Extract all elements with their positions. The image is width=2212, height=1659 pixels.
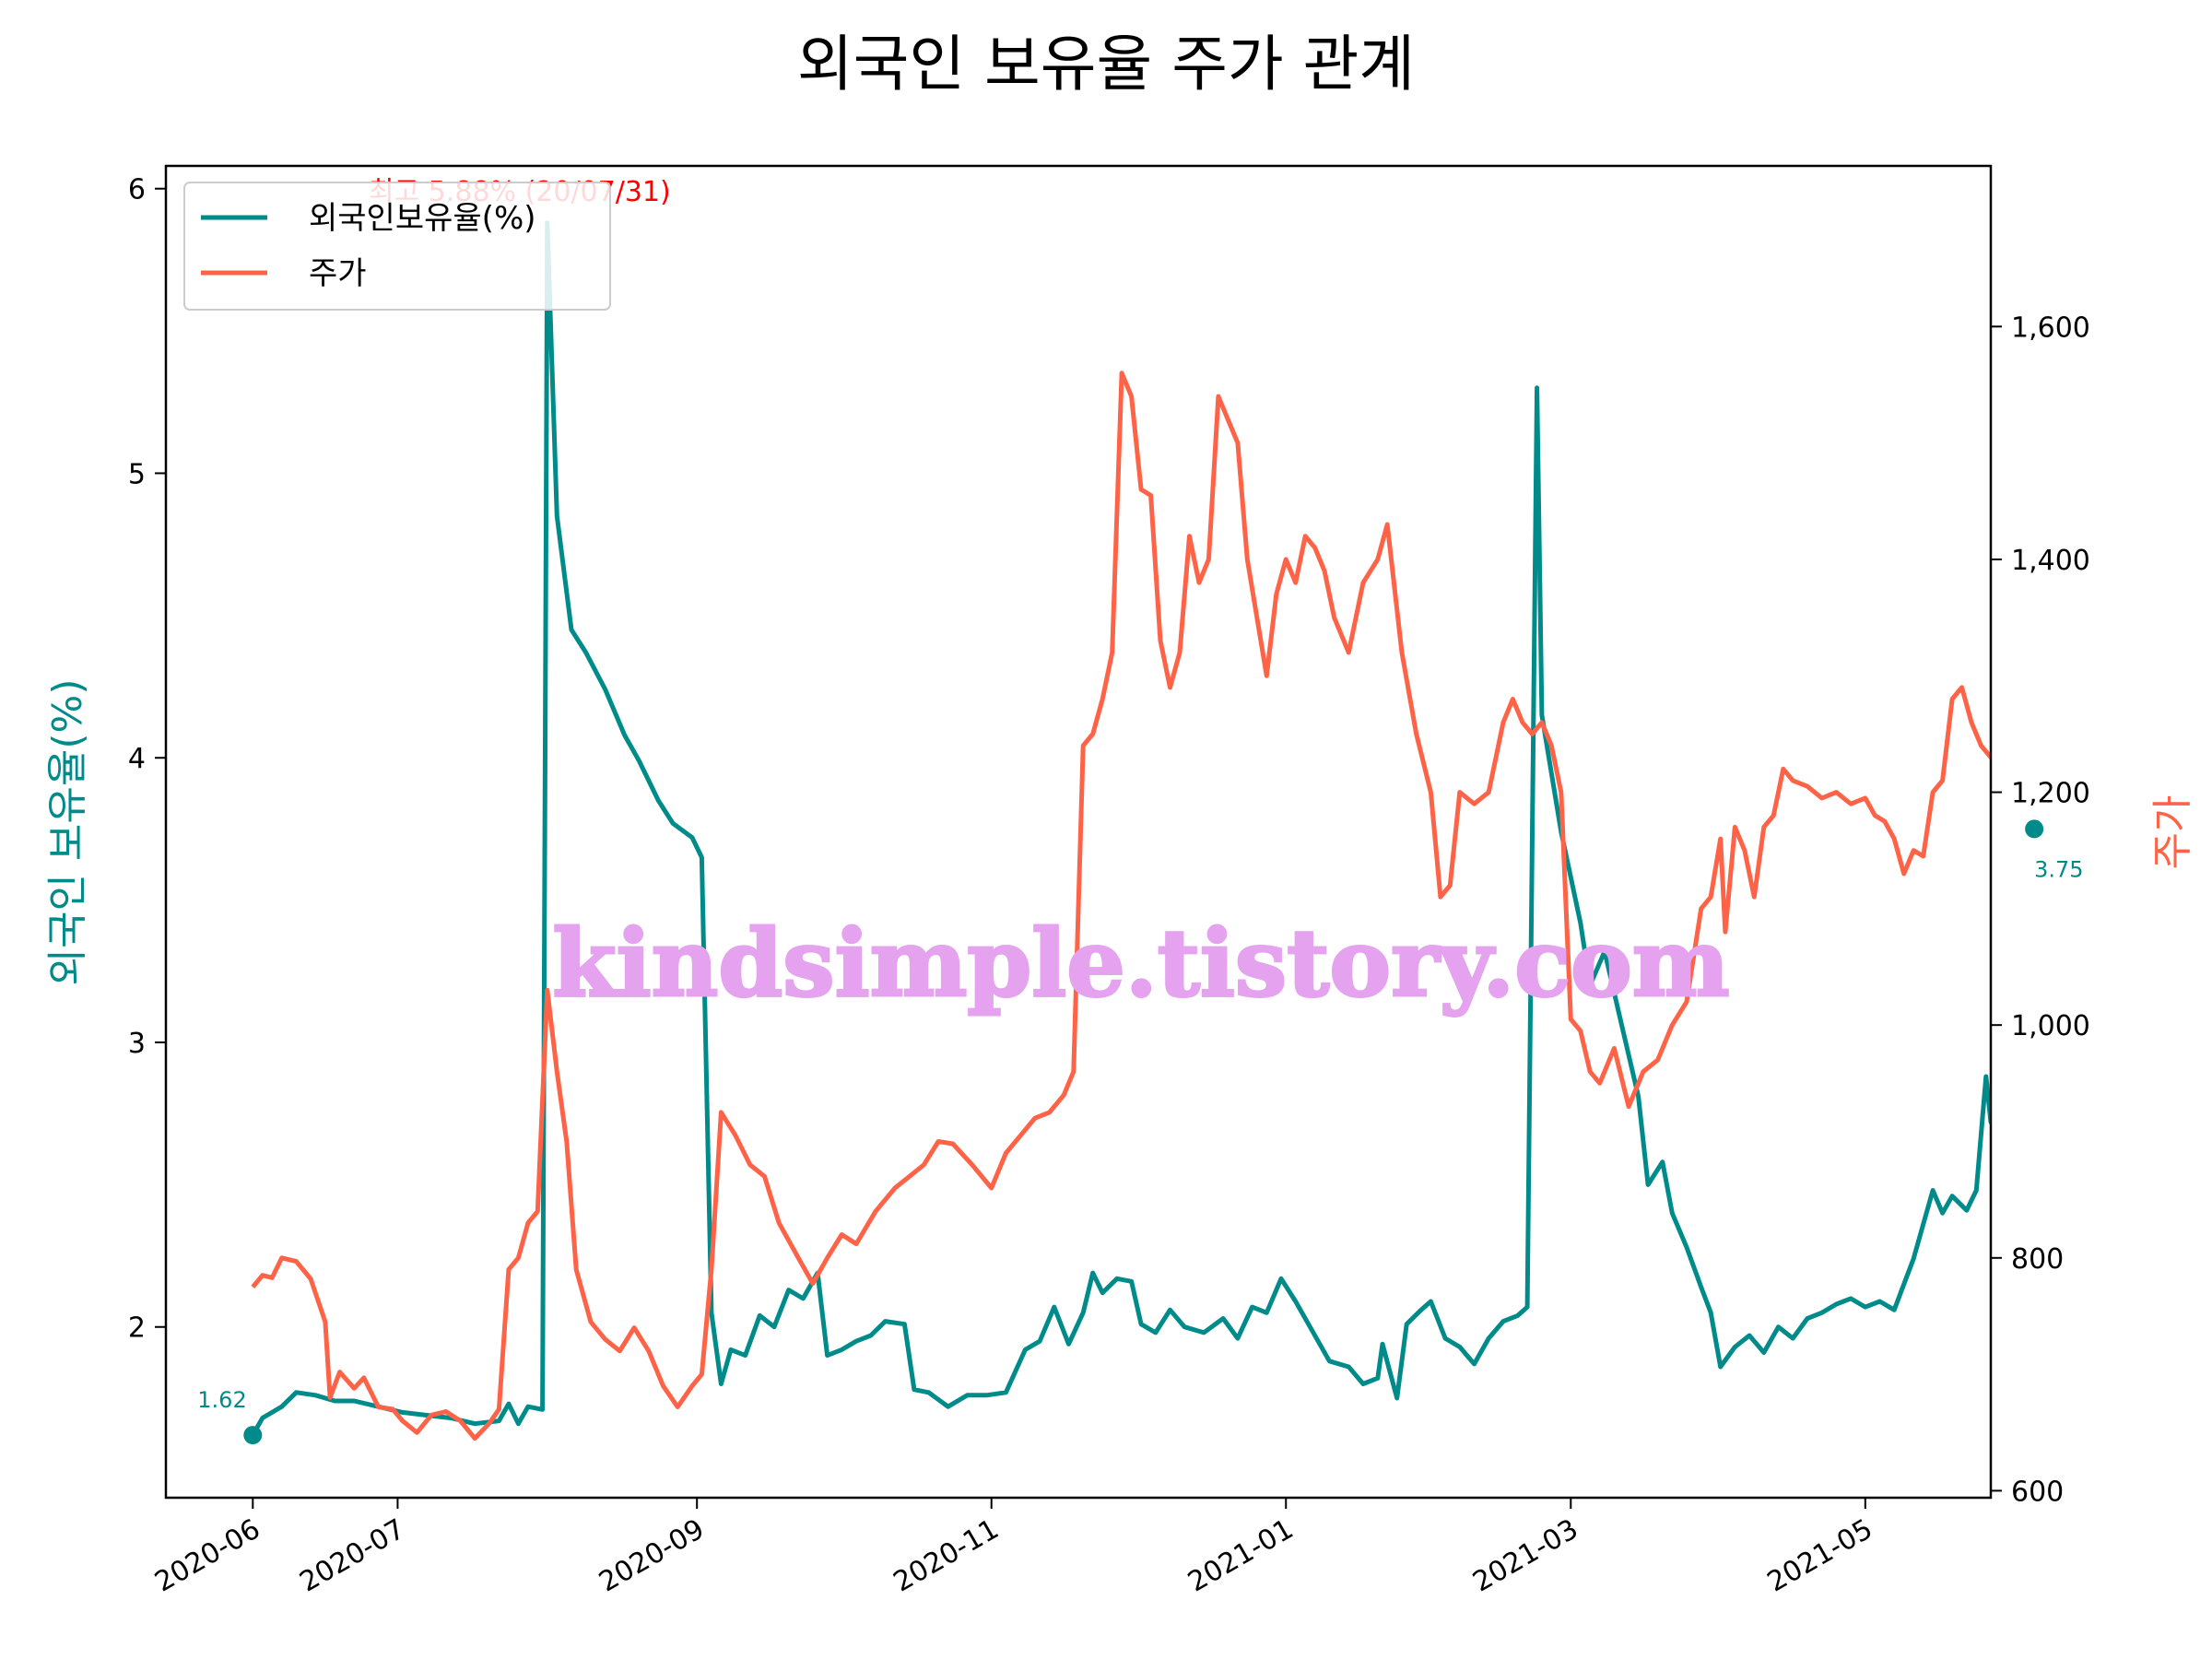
y-axis-left: 2 3 4 5 6 <box>128 174 166 1345</box>
series-start-marker <box>243 1426 263 1445</box>
legend-box <box>183 182 611 311</box>
series-line-foreign <box>251 220 1991 1437</box>
y-right-tick-label: 600 <box>2011 1476 2064 1508</box>
legend-label-price: 주가 <box>309 255 367 292</box>
y-right-tick-label: 1,400 <box>2011 545 2090 577</box>
y-right-tick-label: 1,200 <box>2011 778 2090 810</box>
watermark: kindsimple.tistory.com <box>552 909 1729 1018</box>
y-axis-right-title: 주가 <box>2149 795 2196 870</box>
y-left-tick-label: 3 <box>128 1028 146 1060</box>
series-end-label: 3.75 <box>2034 856 2083 882</box>
series-line-price <box>251 371 1991 1441</box>
legend-label-foreign: 외국인보유율(%) <box>309 200 536 237</box>
y-axis-left-title: 외국인 보유율(%) <box>44 678 91 985</box>
y-axis-right: 600 800 1,000 1,200 1,400 1,600 <box>1991 312 2090 1508</box>
y-right-tick-label: 1,600 <box>2011 312 2090 344</box>
y-right-tick-label: 800 <box>2011 1243 2064 1276</box>
y-right-tick-label: 1,000 <box>2011 1010 2090 1042</box>
series-end-marker <box>2025 819 2044 839</box>
y-left-tick-label: 6 <box>128 174 146 206</box>
plot-frame <box>164 164 1993 1500</box>
chart-title: 외국인 보유율 주가 관계 <box>797 29 1415 100</box>
plot-area: 1.62 3.75 <box>197 220 2084 1445</box>
y-left-tick-label: 5 <box>128 458 146 490</box>
series-lines <box>251 220 1991 1441</box>
legend: 외국인보유율(%) 주가 <box>183 182 611 311</box>
series-start-label: 1.62 <box>197 1387 246 1413</box>
y-left-tick-label: 2 <box>128 1312 146 1345</box>
y-left-tick-label: 4 <box>128 743 146 775</box>
